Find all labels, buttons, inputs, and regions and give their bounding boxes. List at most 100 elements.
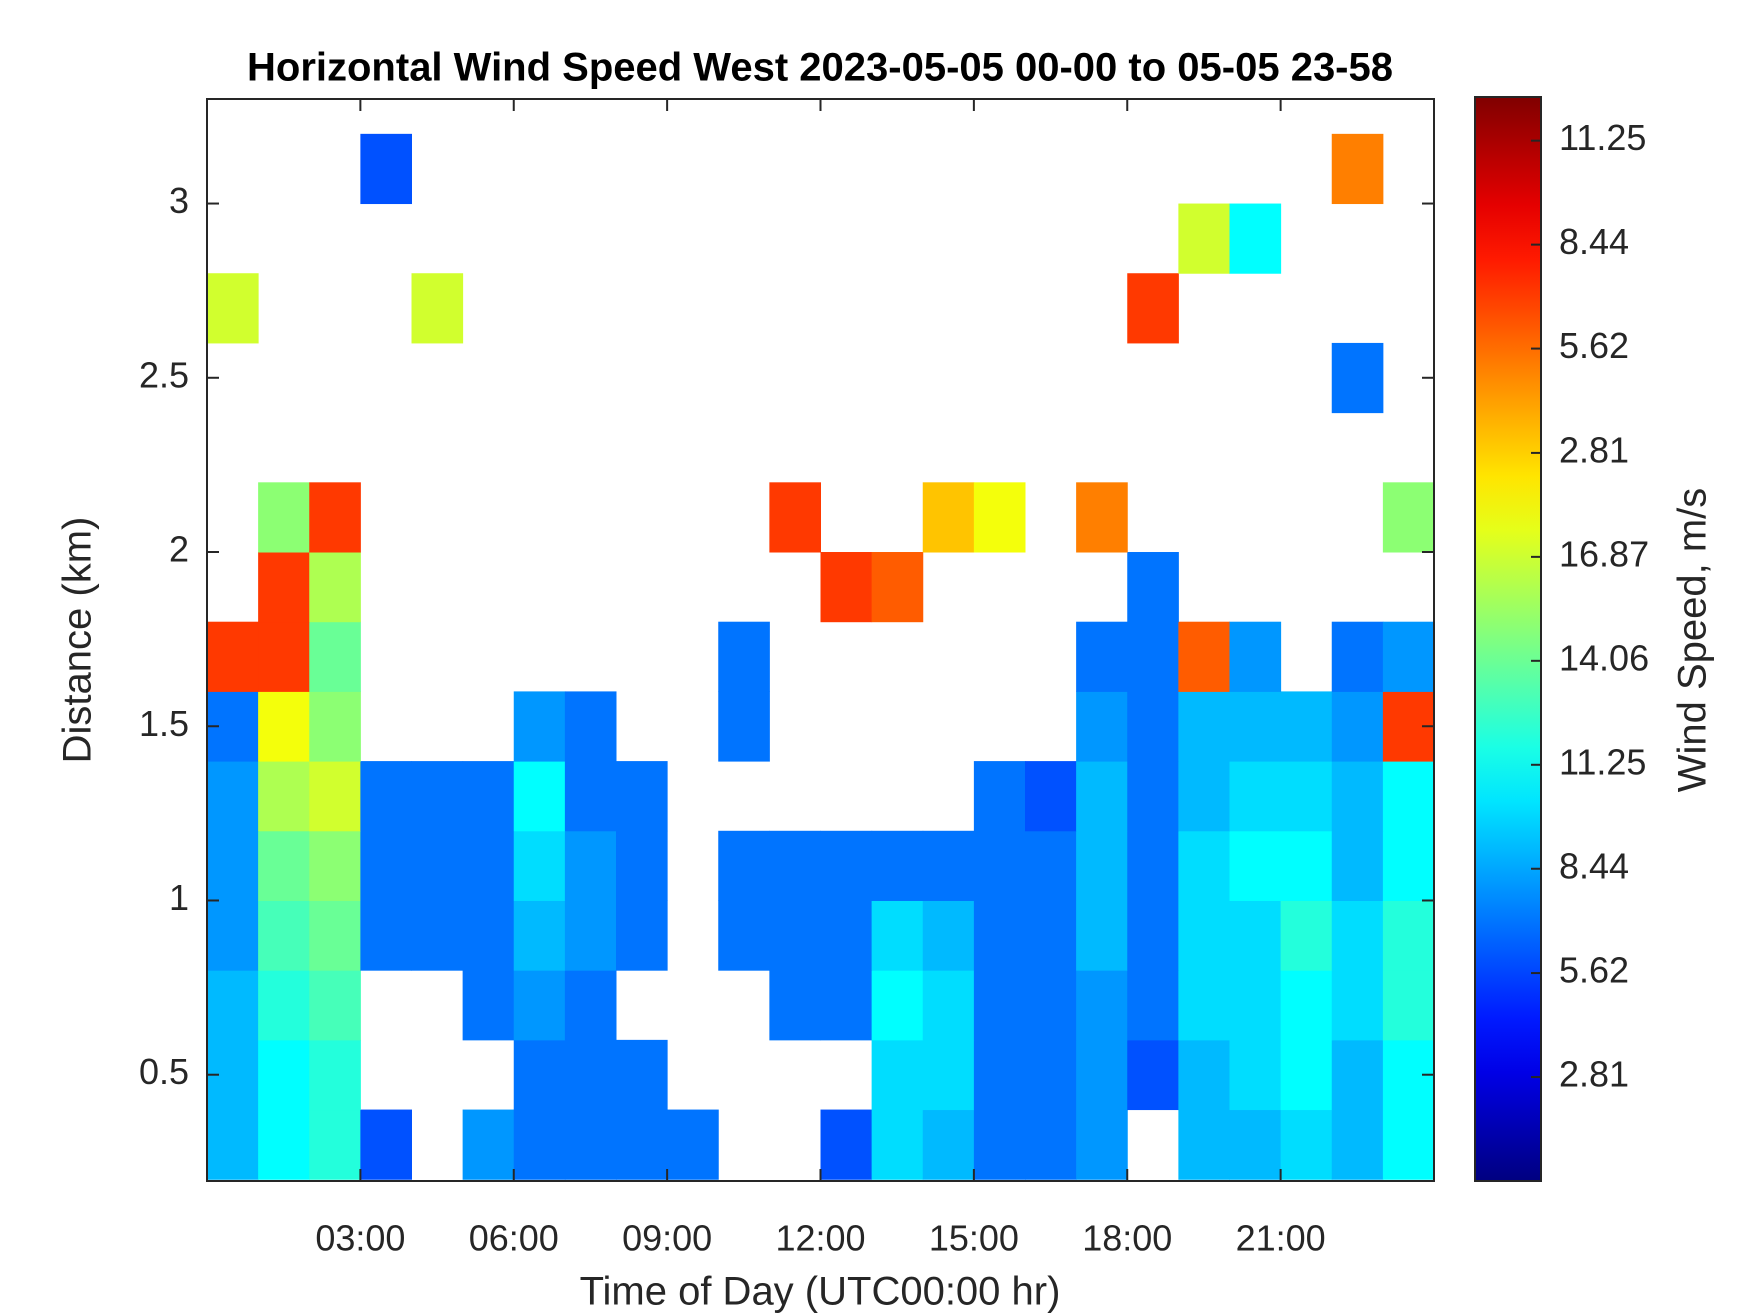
heat-cell: [411, 900, 464, 971]
colorbar-tick-label: 2.81: [1559, 1054, 1629, 1095]
heat-cell: [1025, 900, 1077, 971]
heat-cell: [411, 761, 464, 832]
heat-cell: [1127, 691, 1179, 762]
heat-cell: [564, 970, 617, 1041]
heat-cell: [616, 761, 668, 832]
heat-cell: [922, 900, 975, 971]
heat-cell: [1229, 970, 1282, 1041]
y-tick-label: 3: [169, 180, 189, 221]
x-tick-label: 09:00: [622, 1218, 712, 1259]
heat-cell: [1076, 761, 1128, 832]
heat-cell: [973, 482, 1026, 553]
heat-cell: [1331, 761, 1384, 832]
heat-cell: [309, 482, 361, 553]
heat-cell: [258, 1039, 310, 1111]
colorbar: [1474, 96, 1542, 1182]
heat-cell: [1331, 1039, 1384, 1111]
heat-cell: [1229, 1109, 1282, 1180]
heat-cell: [462, 970, 515, 1041]
heat-cell: [1076, 691, 1128, 762]
heat-cell: [769, 970, 821, 1041]
heat-cell: [871, 900, 924, 971]
heat-cell: [258, 552, 310, 623]
heat-cell: [1280, 761, 1333, 832]
heat-cell: [258, 691, 310, 762]
heat-cell: [1331, 691, 1384, 762]
heat-cell: [207, 273, 259, 344]
heat-cell: [309, 691, 361, 762]
heat-cell: [1331, 1109, 1384, 1180]
heat-cell: [1127, 900, 1179, 971]
heat-cell: [1229, 691, 1282, 762]
heat-cell: [1382, 482, 1434, 553]
heat-cell: [1076, 970, 1128, 1041]
heat-cell: [1382, 900, 1434, 971]
y-tick-label: 0.5: [139, 1051, 189, 1092]
colorbar-tick-label: 8.44: [1559, 221, 1629, 262]
heat-cell: [769, 830, 821, 901]
heat-cell: [513, 900, 566, 971]
heat-cell: [973, 970, 1026, 1041]
heat-cell: [411, 830, 464, 901]
heat-cell: [1127, 621, 1179, 692]
x-tick-label: 15:00: [929, 1218, 1019, 1259]
heat-cell: [513, 830, 566, 901]
heat-cell: [718, 691, 770, 762]
heat-cell: [309, 830, 361, 901]
heat-cell: [922, 970, 975, 1041]
heat-cell: [820, 830, 873, 901]
heat-cell: [258, 830, 310, 901]
x-tick-label: 06:00: [469, 1218, 559, 1259]
y-axis-label: Distance (km): [56, 517, 100, 764]
heat-cell: [207, 900, 259, 971]
heat-cell: [922, 482, 975, 553]
heat-cell: [1178, 1109, 1230, 1180]
heat-cell: [360, 900, 412, 971]
heat-cell: [207, 621, 259, 692]
x-tick-label: 18:00: [1082, 1218, 1172, 1259]
heat-cell: [564, 691, 617, 762]
heat-cell: [258, 1109, 310, 1180]
heat-cell: [1331, 900, 1384, 971]
heat-cell: [1280, 1039, 1333, 1111]
heat-cell: [1178, 761, 1230, 832]
heat-cell: [1076, 830, 1128, 901]
heat-cell: [1229, 900, 1282, 971]
heat-cell: [871, 1109, 924, 1180]
heat-cell: [1229, 761, 1282, 832]
heat-cell: [207, 830, 259, 901]
y-tick-label: 1.5: [139, 703, 189, 744]
x-tick-label: 21:00: [1236, 1218, 1326, 1259]
heat-cell: [922, 1039, 975, 1111]
heat-cell: [1331, 970, 1384, 1041]
heat-cell: [769, 900, 821, 971]
heat-cell: [309, 1109, 361, 1180]
colorbar-tick-label: 2.81: [1559, 429, 1629, 470]
heat-cell: [1178, 1039, 1230, 1111]
heat-cell: [513, 1109, 566, 1180]
colorbar-label: Wind Speed, m/s: [1671, 488, 1715, 793]
heat-cell: [462, 900, 515, 971]
heat-cell: [871, 1039, 924, 1111]
heat-cell: [973, 761, 1026, 832]
colorbar-tick-label: 14.06: [1559, 637, 1649, 678]
heat-cell: [1025, 970, 1077, 1041]
heat-cell: [1076, 1039, 1128, 1111]
heat-cell: [667, 1109, 719, 1180]
heat-cell: [1331, 621, 1384, 692]
heat-cell: [1382, 761, 1434, 832]
x-tick-label: 03:00: [315, 1218, 405, 1259]
heat-cell: [1127, 970, 1179, 1041]
heat-cell: [1127, 1039, 1179, 1111]
heat-cell: [1229, 203, 1282, 274]
heat-cell: [718, 621, 770, 692]
heat-cell: [1076, 621, 1128, 692]
heat-cell: [258, 761, 310, 832]
heat-cell: [1178, 970, 1230, 1041]
y-tick-label: 2.5: [139, 354, 189, 395]
heat-cell: [1229, 621, 1282, 692]
heat-cell: [258, 900, 310, 971]
heat-cell: [922, 1109, 975, 1180]
heat-cell: [1178, 691, 1230, 762]
